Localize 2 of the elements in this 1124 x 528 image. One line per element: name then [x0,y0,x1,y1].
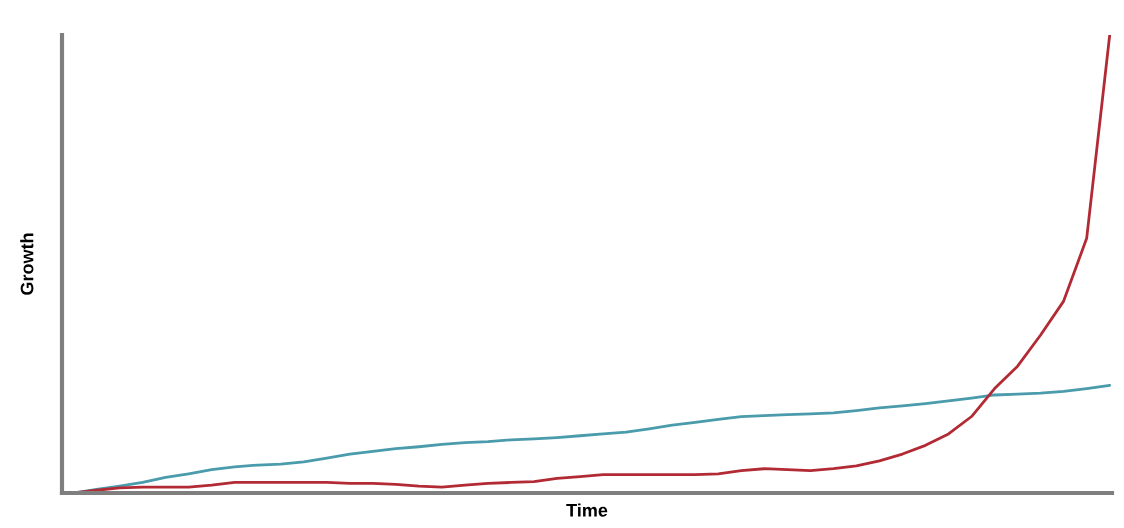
y-axis-title: Growth [20,233,34,295]
x-axis-title: Time [566,503,608,517]
